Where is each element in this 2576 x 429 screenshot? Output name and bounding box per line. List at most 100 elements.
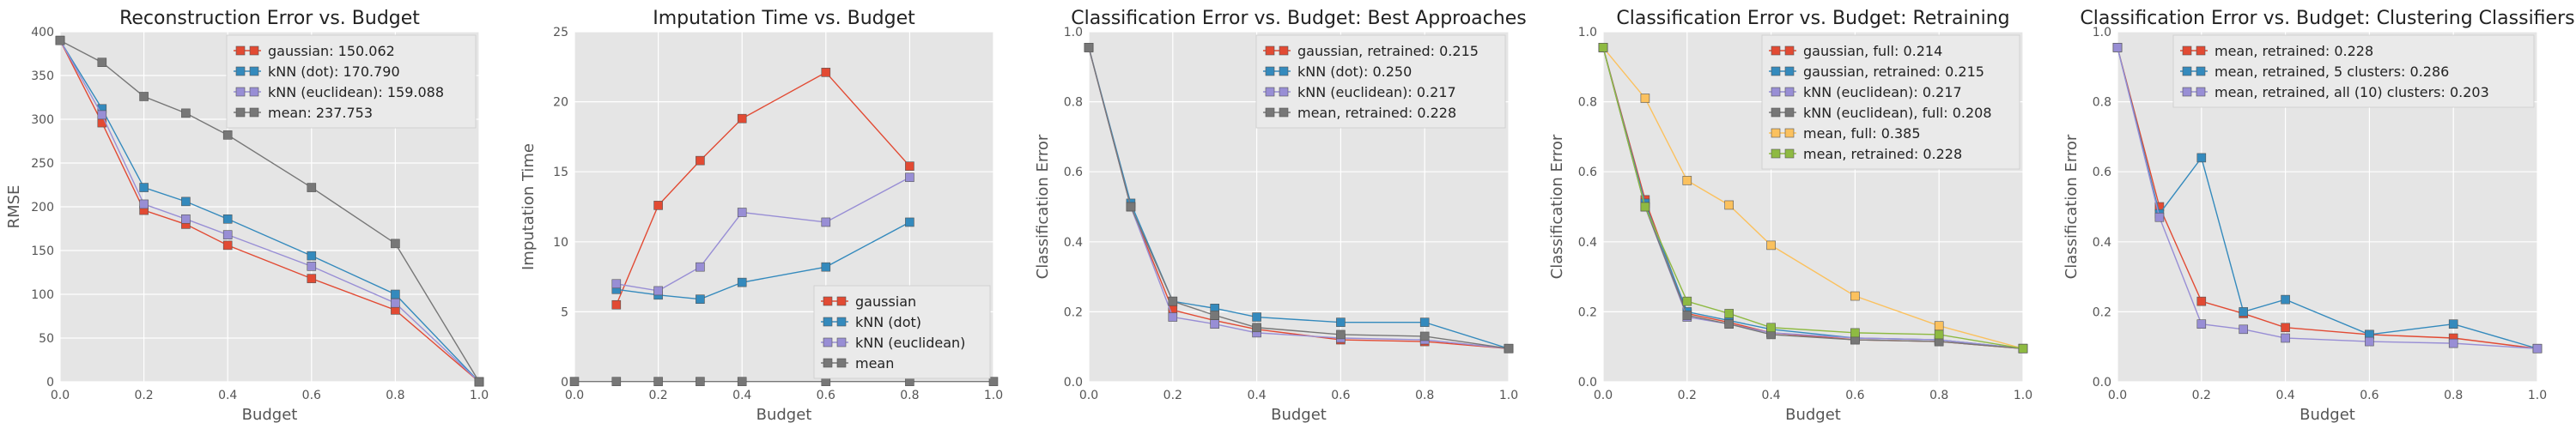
data-point	[2196, 296, 2207, 306]
legend-frame	[226, 34, 477, 129]
legend-marker	[1265, 107, 1275, 118]
x-tick-label: 0.8	[386, 389, 404, 402]
y-tick-label: 0.8	[2093, 96, 2111, 110]
legend-marker	[836, 358, 847, 368]
data-point	[737, 377, 747, 386]
series-group	[569, 68, 999, 386]
data-point	[139, 199, 149, 209]
data-point	[569, 377, 580, 386]
legend-marker	[823, 296, 833, 306]
data-point	[474, 377, 484, 387]
series-line	[2117, 47, 2538, 349]
series-line	[2117, 47, 2538, 349]
data-point	[653, 201, 663, 210]
legend-marker	[1265, 66, 1275, 76]
legend-marker	[836, 296, 847, 306]
data-point	[1336, 317, 1346, 327]
x-tick-label: 0.2	[648, 389, 667, 402]
legend-label: gaussian, retrained: 0.215	[1803, 63, 1984, 80]
legend: mean, retrained: 0.228 mean, retrained, 5…	[2172, 34, 2535, 108]
data-point	[653, 286, 663, 296]
y-tick-label: 1.0	[2093, 26, 2111, 39]
y-tick-label: 0.0	[2093, 376, 2111, 390]
series-line	[1602, 46, 2024, 349]
series-line	[2117, 47, 2538, 349]
legend-label: gaussian: 150.062	[268, 43, 395, 59]
legend-label: mean, retrained, all (10) clusters: 0.20…	[2215, 84, 2489, 100]
data-point	[1640, 94, 1650, 103]
legend-marker	[1279, 66, 1289, 76]
legend-marker	[1771, 148, 1781, 159]
chart-title: Reconstruction Error vs. Budget	[119, 8, 420, 29]
series-line	[59, 39, 480, 383]
data-point	[2365, 336, 2374, 347]
x-tick-label: 0.4	[218, 389, 237, 402]
series-group	[1598, 43, 2028, 353]
data-point	[222, 230, 233, 239]
series-line	[616, 221, 910, 300]
legend-label: kNN (dot): 0.250	[1297, 63, 1412, 80]
legend-marker	[1279, 107, 1289, 118]
legend-marker	[1279, 87, 1289, 97]
data-point	[1336, 329, 1346, 340]
data-point	[307, 274, 317, 283]
series-line	[1088, 47, 1510, 349]
data-point	[988, 377, 999, 386]
y-tick-label: 0.6	[1064, 166, 1083, 179]
legend-marker	[249, 87, 259, 97]
legend-label: mean, retrained: 0.228	[1297, 105, 1456, 121]
y-axis-label: Imputation Time	[519, 143, 538, 270]
x-tick-label: 0.4	[732, 389, 751, 402]
x-tick-label: 0.0	[565, 389, 584, 402]
x-tick-label: 0.4	[2275, 389, 2294, 402]
series-line	[1088, 47, 1510, 349]
y-tick-label: 10	[553, 236, 568, 250]
data-point	[2532, 343, 2543, 353]
data-point	[97, 110, 107, 120]
legend-marker	[235, 107, 246, 118]
x-axis-label: Budget	[1785, 406, 1841, 424]
legend-marker	[1265, 45, 1275, 56]
legend-label: kNN (euclidean): 159.088	[268, 84, 444, 100]
chart-title: Classification Error vs. Budget: Cluster…	[2080, 8, 2574, 29]
y-tick-label: 1.0	[1064, 26, 1083, 39]
legend-marker	[249, 66, 259, 76]
data-point	[2018, 343, 2028, 353]
legend-marker	[1265, 87, 1275, 97]
x-tick-label: 0.6	[1331, 389, 1350, 402]
data-point	[181, 108, 191, 118]
data-point	[611, 299, 622, 310]
data-point	[2196, 153, 2207, 163]
data-point	[1168, 296, 1178, 306]
series-group	[2112, 43, 2543, 353]
legend-frame	[1255, 34, 1506, 129]
y-tick-label: 0.0	[1064, 376, 1083, 390]
data-point	[737, 277, 747, 287]
y-tick-label: 200	[31, 201, 54, 214]
legend-marker	[2182, 66, 2192, 76]
legend-marker	[1784, 148, 1795, 159]
x-axis-label: Budget	[756, 406, 812, 424]
legend: gaussian kNN (dot) kNN (euclidean) mean	[813, 285, 991, 379]
x-tick-label: 0.2	[1678, 389, 1697, 402]
y-tick-label: 5	[561, 305, 568, 319]
chart-title: Classification Error vs. Budget: Retrain…	[1616, 8, 2009, 29]
data-point	[1252, 312, 1261, 322]
legend-label: mean, retrained, 5 clusters: 0.286	[2215, 63, 2449, 80]
data-point	[222, 130, 233, 140]
x-tick-label: 0.0	[2108, 389, 2127, 402]
legend-marker	[2182, 87, 2192, 97]
data-point	[139, 183, 149, 192]
y-axis-label: Classification Error	[1548, 134, 1566, 279]
data-point	[307, 251, 317, 261]
y-tick-label: 350	[31, 69, 54, 83]
legend-marker	[823, 317, 833, 327]
x-tick-label: 0.4	[1761, 389, 1780, 402]
legend-marker	[1771, 87, 1781, 97]
x-tick-label: 0.2	[1163, 389, 1182, 402]
data-point	[2154, 212, 2165, 222]
legend-marker	[1771, 128, 1781, 138]
chart-title: Classification Error vs. Budget: Best Ap…	[1071, 8, 1526, 29]
data-point	[2112, 43, 2123, 52]
y-tick-label: 0.2	[1578, 305, 1597, 319]
